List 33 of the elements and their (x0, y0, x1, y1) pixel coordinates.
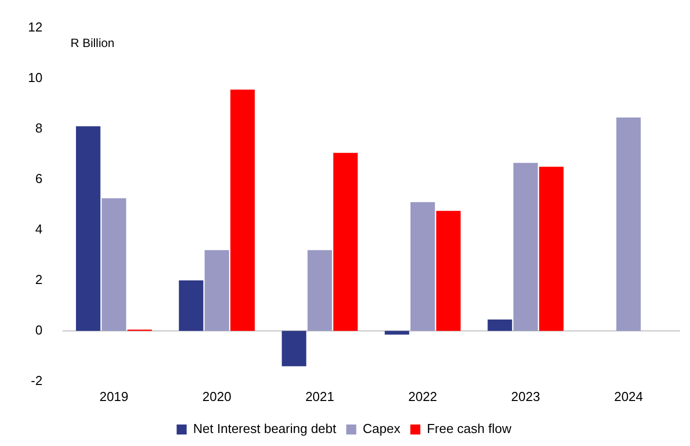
y-tick-label: 6 (35, 170, 42, 186)
bar (436, 210, 461, 331)
legend-label: Free cash flow (426, 421, 512, 436)
y-tick-label: 10 (28, 70, 42, 85)
x-tick-label: 2022 (408, 388, 438, 404)
bar (204, 250, 230, 331)
x-tick-label: 2021 (305, 388, 334, 404)
bar (76, 126, 100, 331)
x-tick-label: 2019 (99, 388, 128, 404)
bar (333, 152, 358, 331)
y-tick-label: 0 (35, 322, 42, 338)
bar (513, 162, 538, 331)
bar (282, 330, 306, 366)
x-tick-label: 2020 (202, 388, 232, 404)
bar (384, 330, 410, 335)
bar (616, 117, 641, 331)
legend-label: Net Interest bearing debt (193, 421, 337, 436)
bar (102, 198, 126, 331)
y-axis-title: R Billion (70, 36, 114, 50)
y-tick-label: 4 (35, 221, 42, 236)
x-tick-label: 2024 (614, 388, 643, 404)
bar (308, 250, 332, 331)
x-tick-label: 2023 (511, 388, 540, 404)
legend-label: Capex (362, 421, 401, 436)
bar (410, 202, 435, 331)
bar (488, 320, 512, 331)
y-tick-label: -2 (30, 372, 42, 388)
bar (539, 166, 564, 331)
y-tick-label: 2 (35, 272, 42, 287)
y-tick-label: 12 (28, 19, 42, 34)
y-tick-label: 8 (35, 120, 42, 136)
bar (178, 280, 204, 331)
bar (230, 90, 255, 331)
